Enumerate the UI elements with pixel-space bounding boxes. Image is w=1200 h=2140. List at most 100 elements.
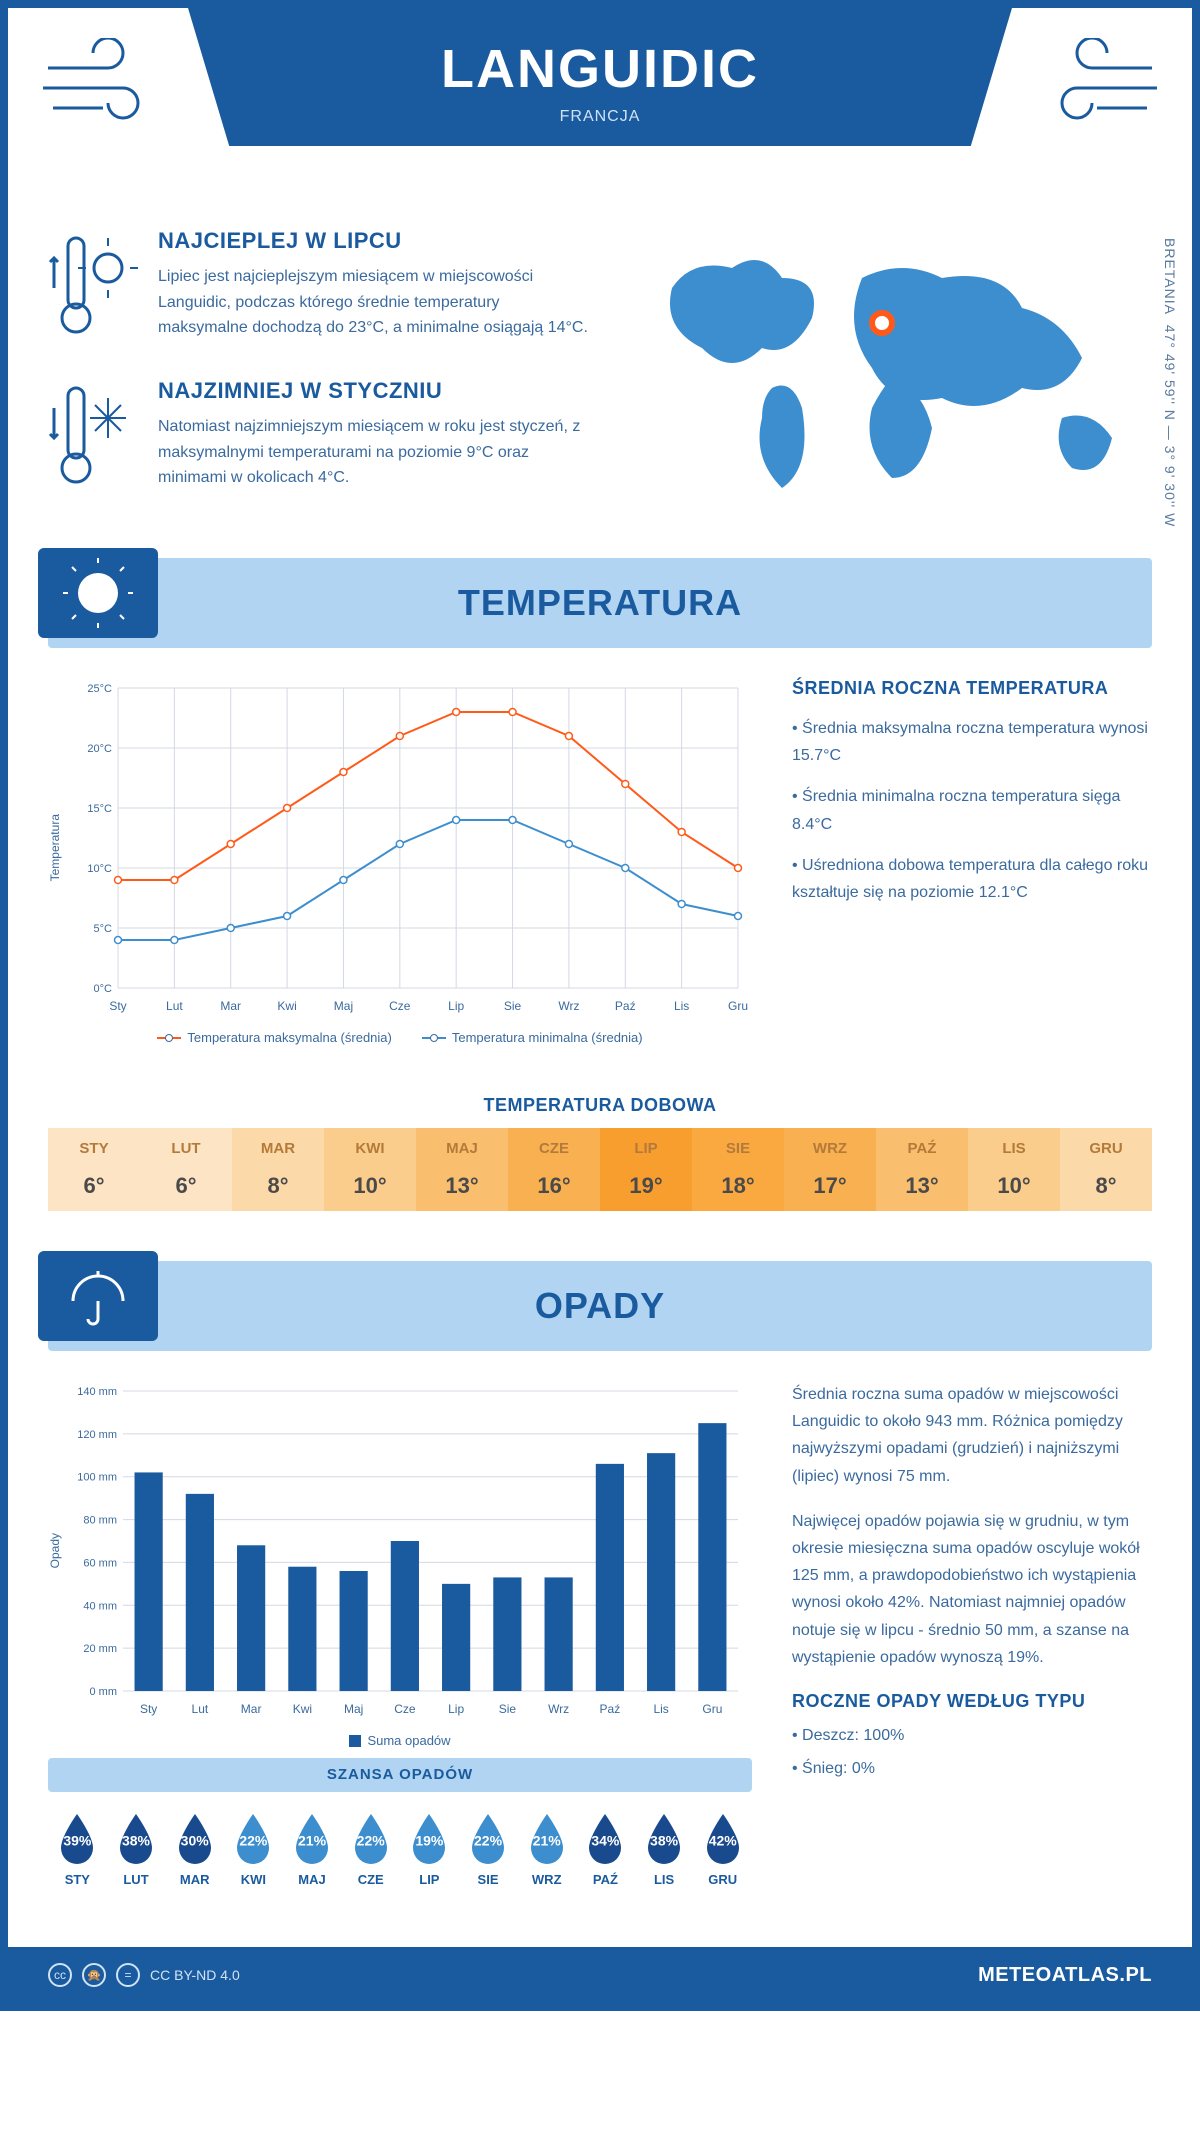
- svg-text:Sty: Sty: [109, 999, 126, 1013]
- nd-icon: =: [116, 1963, 140, 1987]
- svg-text:Sty: Sty: [140, 1702, 157, 1716]
- cold-block: NAJZIMNIEJ W STYCZNIU Natomiast najzimni…: [48, 378, 592, 498]
- cold-title: NAJZIMNIEJ W STYCZNIU: [158, 378, 592, 404]
- svg-text:20°C: 20°C: [87, 743, 112, 755]
- header: LANGUIDIC FRANCJA: [8, 8, 1192, 208]
- svg-text:0 mm: 0 mm: [90, 1686, 118, 1698]
- svg-text:Mar: Mar: [241, 1702, 262, 1716]
- page-title: LANGUIDIC: [188, 38, 1012, 100]
- svg-text:25°C: 25°C: [87, 683, 112, 695]
- svg-text:0°C: 0°C: [94, 983, 113, 995]
- svg-text:Gru: Gru: [728, 999, 748, 1013]
- drop-cell: 42%GRU: [693, 1812, 752, 1887]
- daily-temp-title: TEMPERATURA DOBOWA: [8, 1095, 1192, 1116]
- svg-text:100 mm: 100 mm: [77, 1472, 117, 1484]
- rain-title: OPADY: [48, 1285, 1152, 1327]
- rain-bar-chart: 0 mm 20 mm 40 mm 60 mm 80 mm 100 mm 120 mm 140 …: [68, 1381, 748, 1721]
- daily-cell: MAJ13°: [416, 1128, 508, 1211]
- svg-text:Lis: Lis: [674, 999, 689, 1013]
- svg-text:10°C: 10°C: [87, 863, 112, 875]
- thermometer-cold-icon: [48, 378, 138, 498]
- temp-summary: ŚREDNIA ROCZNA TEMPERATURA Średnia maksy…: [792, 678, 1152, 1045]
- chance-header: SZANSA OPADÓW: [48, 1758, 752, 1792]
- svg-text:5°C: 5°C: [94, 923, 113, 935]
- svg-text:40 mm: 40 mm: [83, 1600, 117, 1612]
- temperature-section-header: TEMPERATURA: [48, 558, 1152, 648]
- svg-text:140 mm: 140 mm: [77, 1386, 117, 1398]
- drop-cell: 22%CZE: [341, 1812, 400, 1887]
- cold-text: Natomiast najzimniejszym miesiącem w rok…: [158, 414, 592, 491]
- svg-text:Maj: Maj: [334, 999, 353, 1013]
- daily-cell: LIS10°: [968, 1128, 1060, 1211]
- svg-text:Maj: Maj: [344, 1702, 363, 1716]
- coordinates: BRETANIA 47° 49' 59'' N — 3° 9' 30'' W: [1162, 238, 1178, 527]
- wind-icon: [1032, 38, 1162, 138]
- rain-legend: Suma opadów: [48, 1733, 752, 1748]
- license-text: CC BY-ND 4.0: [150, 1967, 240, 1983]
- daily-cell: GRU8°: [1060, 1128, 1152, 1211]
- drop-cell: 39%STY: [48, 1812, 107, 1887]
- svg-text:Mar: Mar: [220, 999, 241, 1013]
- svg-text:60 mm: 60 mm: [83, 1557, 117, 1569]
- svg-text:Cze: Cze: [394, 1702, 416, 1716]
- temp-bullet: Średnia minimalna roczna temperatura się…: [792, 783, 1152, 837]
- daily-cell: CZE16°: [508, 1128, 600, 1211]
- temp-bullet: Średnia maksymalna roczna temperatura wy…: [792, 715, 1152, 769]
- thermometer-hot-icon: [48, 228, 138, 348]
- warm-text: Lipiec jest najcieplejszym miesiącem w m…: [158, 264, 592, 341]
- drop-cell: 38%LUT: [107, 1812, 166, 1887]
- drop-cell: 34%PAŹ: [576, 1812, 635, 1887]
- svg-text:Cze: Cze: [389, 999, 411, 1013]
- rain-type: • Śnieg: 0%: [792, 1755, 1152, 1782]
- daily-cell: STY6°: [48, 1128, 140, 1211]
- world-map: BRETANIA 47° 49' 59'' N — 3° 9' 30'' W: [632, 228, 1152, 528]
- footer: cc 🙊 = CC BY-ND 4.0 METEOATLAS.PL: [8, 1947, 1192, 2003]
- drop-cell: 30%MAR: [165, 1812, 224, 1887]
- svg-text:Lis: Lis: [653, 1702, 668, 1716]
- drop-cell: 21%MAJ: [283, 1812, 342, 1887]
- svg-text:Wrz: Wrz: [548, 1702, 569, 1716]
- daily-temp-strip: STY6°LUT6°MAR8°KWI10°MAJ13°CZE16°LIP19°S…: [48, 1128, 1152, 1211]
- by-icon: 🙊: [82, 1963, 106, 1987]
- rain-chance-drops: 39%STY38%LUT30%MAR22%KWI21%MAJ22%CZE19%L…: [48, 1802, 752, 1897]
- daily-cell: LUT6°: [140, 1128, 232, 1211]
- svg-text:Lut: Lut: [192, 1702, 209, 1716]
- svg-text:Lut: Lut: [166, 999, 183, 1013]
- country-label: FRANCJA: [188, 108, 1012, 126]
- drop-cell: 22%SIE: [459, 1812, 518, 1887]
- warm-title: NAJCIEPLEJ W LIPCU: [158, 228, 592, 254]
- svg-text:Lip: Lip: [448, 1702, 464, 1716]
- daily-cell: LIP19°: [600, 1128, 692, 1211]
- rain-section-header: OPADY: [48, 1261, 1152, 1351]
- temp-legend: Temperatura maksymalna (średnia) Tempera…: [48, 1030, 752, 1045]
- svg-text:Sie: Sie: [504, 999, 522, 1013]
- daily-cell: PAŹ13°: [876, 1128, 968, 1211]
- site-name[interactable]: METEOATLAS.PL: [978, 1964, 1152, 1987]
- svg-text:Wrz: Wrz: [558, 999, 579, 1013]
- daily-cell: KWI10°: [324, 1128, 416, 1211]
- drop-cell: 22%KWI: [224, 1812, 283, 1887]
- svg-text:Paź: Paź: [615, 999, 636, 1013]
- rain-summary: Średnia roczna suma opadów w miejscowośc…: [792, 1381, 1152, 1897]
- svg-text:Gru: Gru: [702, 1702, 722, 1716]
- temperature-line-chart: 0°C5°C10°C15°C20°C25°CStyLutMarKwiMajCze…: [68, 678, 748, 1018]
- drop-cell: 21%WRZ: [517, 1812, 576, 1887]
- cc-icon: cc: [48, 1963, 72, 1987]
- svg-text:80 mm: 80 mm: [83, 1515, 117, 1527]
- svg-text:Kwi: Kwi: [293, 1702, 312, 1716]
- svg-text:Sie: Sie: [499, 1702, 517, 1716]
- wind-icon: [38, 38, 168, 138]
- daily-cell: MAR8°: [232, 1128, 324, 1211]
- temp-bullet: Uśredniona dobowa temperatura dla całego…: [792, 852, 1152, 906]
- umbrella-icon: [38, 1251, 158, 1341]
- warm-block: NAJCIEPLEJ W LIPCU Lipiec jest najcieple…: [48, 228, 592, 348]
- temperature-title: TEMPERATURA: [48, 582, 1152, 624]
- svg-text:20 mm: 20 mm: [83, 1643, 117, 1655]
- svg-text:120 mm: 120 mm: [77, 1429, 117, 1441]
- svg-text:Paź: Paź: [600, 1702, 621, 1716]
- svg-text:15°C: 15°C: [87, 803, 112, 815]
- drop-cell: 38%LIS: [635, 1812, 694, 1887]
- sun-icon: [38, 548, 158, 638]
- temp-ylabel: Temperatura: [48, 814, 62, 881]
- daily-cell: SIE18°: [692, 1128, 784, 1211]
